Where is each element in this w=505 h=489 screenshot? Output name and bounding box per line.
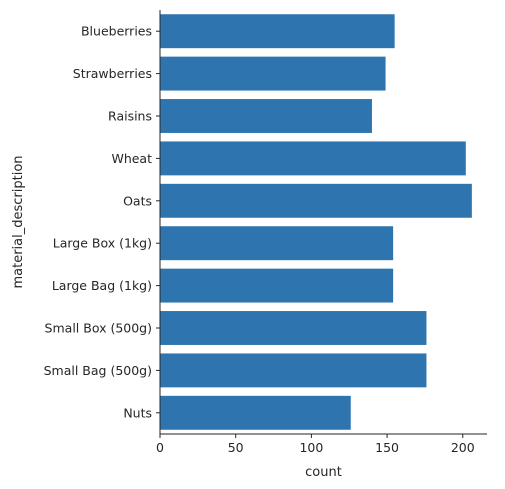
- y-tick-label: Raisins: [108, 109, 152, 124]
- y-tick-label: Oats: [123, 193, 152, 208]
- x-tick-label: 200: [451, 440, 475, 455]
- y-tick-label: Blueberries: [81, 24, 152, 39]
- bars-group: [160, 14, 472, 430]
- x-axis-label: count: [305, 465, 342, 480]
- bar: [160, 226, 394, 261]
- bar: [160, 395, 351, 430]
- y-axis-label: material_description: [11, 155, 26, 288]
- x-tick-label: 50: [228, 440, 244, 455]
- x-tick-label: 150: [375, 440, 399, 455]
- y-tick-label: Wheat: [111, 151, 152, 166]
- bar: [160, 56, 386, 91]
- bar: [160, 99, 372, 133]
- bar: [160, 141, 466, 176]
- bar: [160, 268, 394, 303]
- bar: [160, 14, 395, 49]
- bar: [160, 353, 427, 388]
- y-tick-label: Small Box (500g): [45, 321, 152, 336]
- y-tick-label: Nuts: [123, 405, 152, 420]
- y-tick-label: Large Box (1kg): [53, 236, 152, 251]
- y-tick-label: Strawberries: [73, 66, 152, 81]
- y-tick-label: Large Bag (1kg): [52, 278, 152, 293]
- x-tick-label: 100: [299, 440, 323, 455]
- bar: [160, 183, 472, 218]
- x-tick-label: 0: [156, 440, 164, 455]
- bar: [160, 311, 427, 345]
- y-tick-label: Small Bag (500g): [44, 363, 152, 378]
- y-tick-group: Blueberries Strawberries Raisins Wheat Oats L…: [44, 24, 160, 420]
- x-tick-group: 0 50 100 150 200: [156, 434, 475, 455]
